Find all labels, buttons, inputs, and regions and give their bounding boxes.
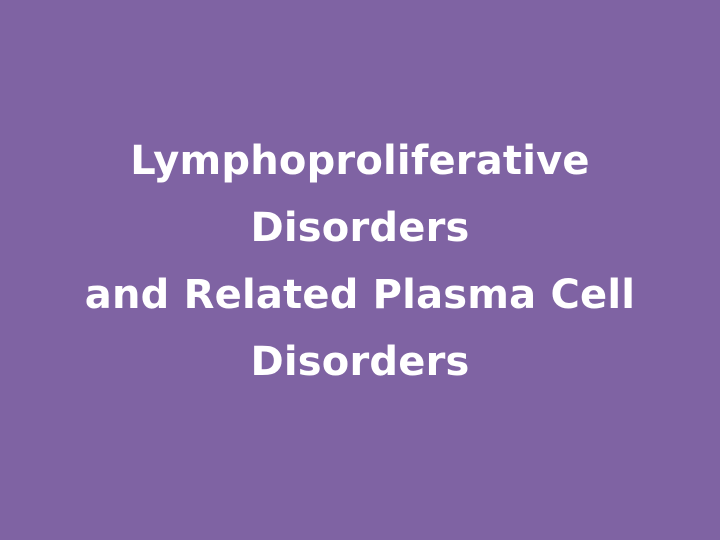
slide-title-line-4: Disorders: [250, 339, 470, 385]
slide-title: Lymphoproliferative Disorders and Relate…: [0, 128, 720, 396]
slide-title-line-1: Lymphoproliferative: [130, 138, 590, 184]
slide-title-line-2: Disorders: [250, 205, 470, 251]
slide-title-line-3: and Related Plasma Cell: [84, 272, 636, 318]
